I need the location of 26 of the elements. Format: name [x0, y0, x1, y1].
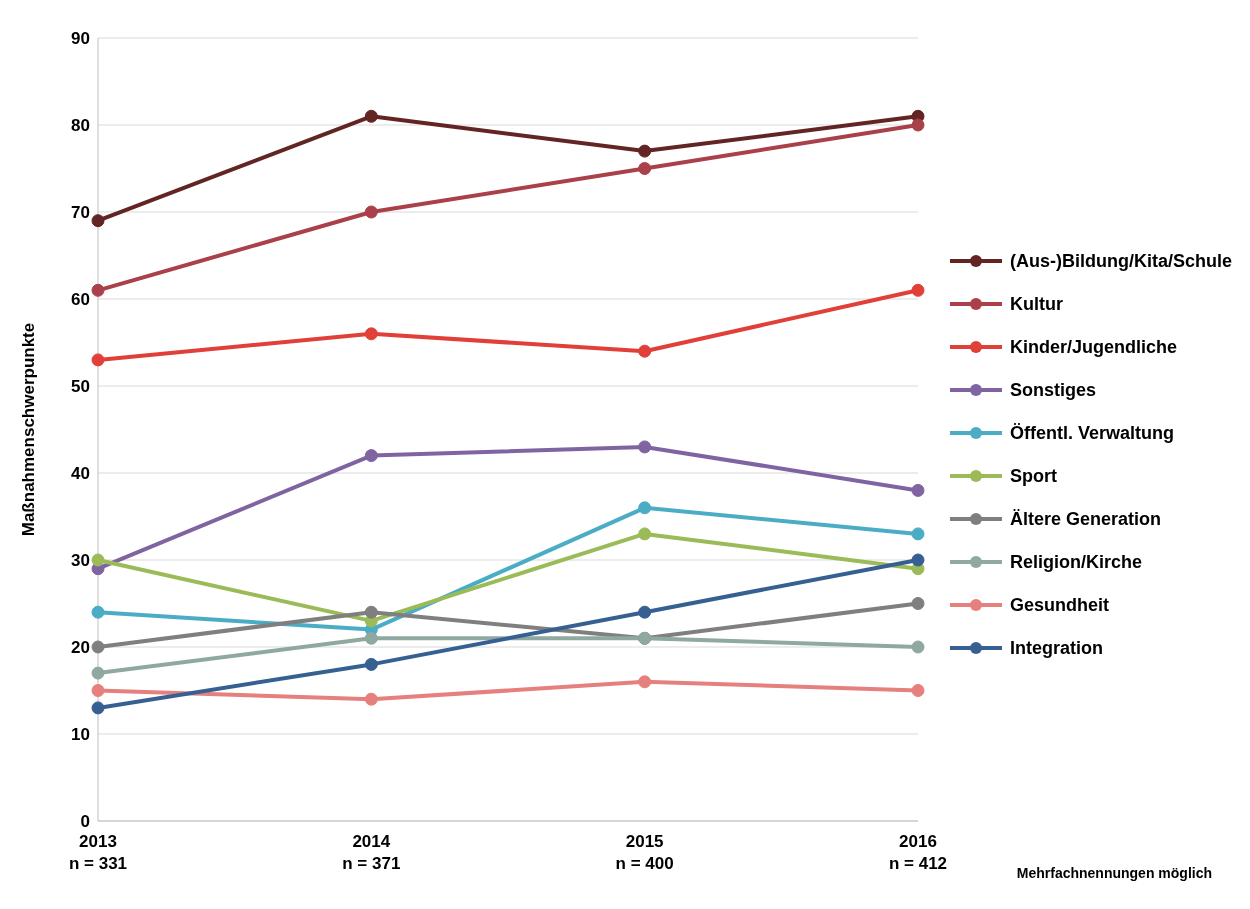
y-tick-label: 10	[71, 725, 90, 745]
legend-label: Sport	[1010, 465, 1057, 487]
legend-label: Ältere Generation	[1010, 508, 1162, 530]
legend-label: Öffentl. Verwaltung	[1010, 422, 1175, 444]
x-tick-label: 2014 n = 371	[342, 832, 401, 873]
x-tick-label: 2016 n = 412	[888, 832, 948, 873]
legend-label: Kultur	[1010, 293, 1063, 315]
y-tick-label: 0	[80, 812, 90, 832]
y-axis-title: Maßnahmenschwerpunkte	[19, 322, 39, 537]
y-tick-label: 70	[71, 203, 90, 223]
y-tick-label: 60	[71, 290, 90, 310]
y-tick-label: 50	[71, 377, 90, 397]
text: Mehrfachnennungen möglich	[1016, 865, 1212, 881]
y-tick-label: 90	[71, 29, 90, 49]
y-tick-label: 20	[71, 638, 90, 658]
legend-label: Kinder/Jugendliche	[1010, 336, 1178, 358]
y-tick-label: 30	[71, 551, 90, 571]
y-tick-label: 80	[71, 116, 90, 136]
x-tick-label: 2013 n = 331	[68, 832, 128, 873]
legend-label: Sonstiges	[1010, 379, 1097, 401]
x-tick-label: 2015 n = 400	[615, 832, 674, 873]
legend-label: Religion/Kirche	[1010, 551, 1143, 573]
legend-label: (Aus-)Bildung/Kita/Schule	[1010, 250, 1232, 272]
legend-label: Integration	[1010, 637, 1103, 659]
legend-label: Gesundheit	[1010, 594, 1110, 616]
y-tick-label: 40	[71, 464, 90, 484]
